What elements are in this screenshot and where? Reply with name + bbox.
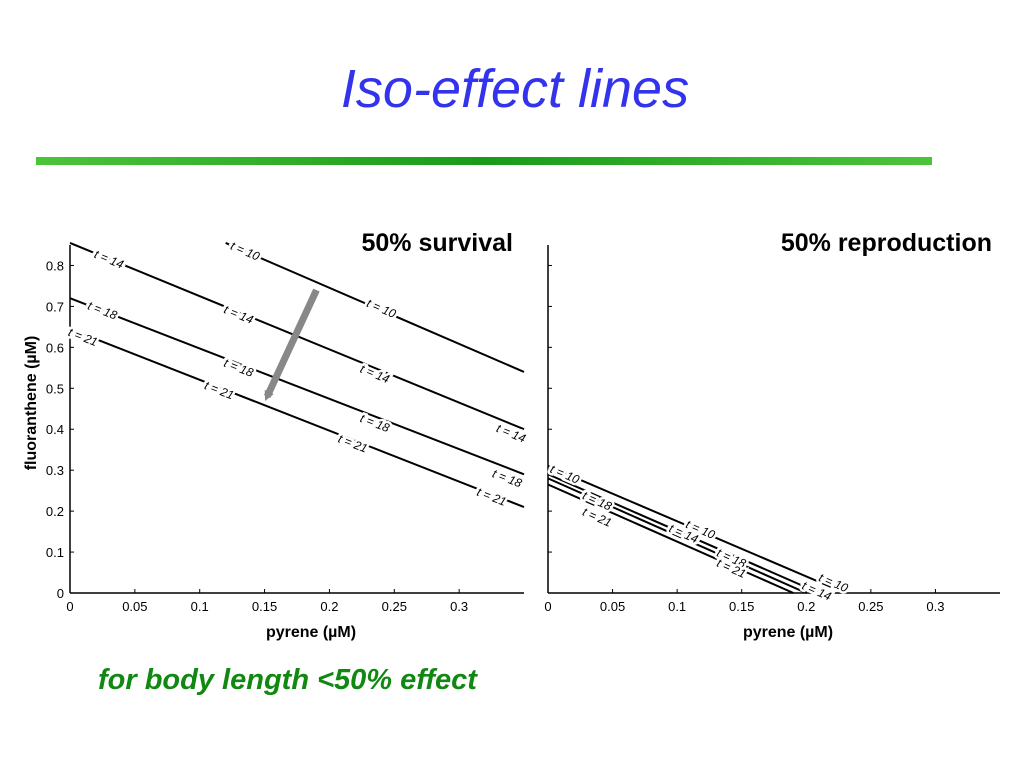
x-tick-label: 0.3 — [926, 599, 944, 614]
contour-label: t = 21 — [475, 485, 508, 509]
panel-title: 50% survival — [362, 229, 514, 257]
series-line — [225, 242, 525, 373]
x-tick-label: 0.1 — [668, 599, 686, 614]
series-line — [547, 477, 807, 594]
y-tick-label: 0.2 — [46, 504, 64, 519]
survival-panel: 0 0.05 0.1 0.15 0.2 0.25 0.3 0 0.1 0.2 0.3 0.4 0.5 0.… — [23, 229, 531, 641]
y-tick-label: 0.4 — [46, 422, 64, 437]
contour-label: t = 14 — [494, 421, 528, 446]
x-tick-label: 0.3 — [450, 599, 468, 614]
contour-label: t = 21 — [66, 325, 99, 349]
contour-label: t = 14 — [222, 302, 256, 327]
title-rule — [36, 157, 932, 165]
x-tick-label: 0.15 — [729, 599, 754, 614]
slide-title: Iso-effect lines — [340, 59, 690, 119]
x-tick-label: 0.05 — [600, 599, 625, 614]
series-line — [547, 483, 794, 594]
y-tick-label: 0.7 — [46, 299, 64, 314]
x-tick-label: 0 — [66, 599, 73, 614]
y-tick-label: 0.1 — [46, 545, 64, 560]
series-line — [547, 473, 820, 594]
series-line — [69, 297, 525, 476]
x-tick-label: 0.2 — [320, 599, 338, 614]
series-line — [547, 465, 846, 594]
series-line — [69, 327, 525, 508]
x-tick-label: 0.25 — [858, 599, 883, 614]
reproduction-panel: 0 0.05 0.1 0.15 0.2 0.25 0.3t = 10t = 10t = 10… — [544, 229, 1000, 641]
x-tick-label: 0.15 — [252, 599, 277, 614]
y-tick-label: 0.5 — [46, 381, 64, 396]
y-tick-label: 0.8 — [46, 258, 64, 273]
x-axis-title: pyrene (µM) — [266, 624, 356, 641]
footnote: for body length <50% effect — [98, 664, 477, 696]
x-axis-title: pyrene (µM) — [743, 624, 833, 641]
y-axis-title: fluoranthene (µM) — [23, 336, 40, 471]
contour-label: t = 21 — [336, 431, 369, 455]
contour-label: t = 14 — [358, 362, 392, 387]
contour-label: t = 21 — [202, 378, 235, 402]
contour-label: t = 10 — [228, 239, 262, 264]
y-tick-label: 0.6 — [46, 340, 64, 355]
shift-arrow — [263, 288, 320, 402]
contour-label: t = 14 — [92, 247, 126, 272]
contour-label: t = 18 — [358, 411, 392, 435]
y-tick-label: 0.3 — [46, 463, 64, 478]
y-tick-label: 0 — [57, 586, 64, 601]
x-tick-label: 0.1 — [191, 599, 209, 614]
panel-title: 50% reproduction — [781, 229, 992, 257]
contour-label: t = 18 — [86, 299, 120, 323]
contour-label: t = 18 — [490, 466, 524, 490]
contour-label: t = 18 — [222, 356, 256, 380]
contour-label: t = 10 — [548, 462, 582, 487]
x-tick-label: 0.2 — [797, 599, 815, 614]
x-tick-label: 0.05 — [122, 599, 147, 614]
contour-label: t = 10 — [365, 296, 399, 321]
x-tick-label: 0 — [544, 599, 551, 614]
x-tick-label: 0.25 — [382, 599, 407, 614]
